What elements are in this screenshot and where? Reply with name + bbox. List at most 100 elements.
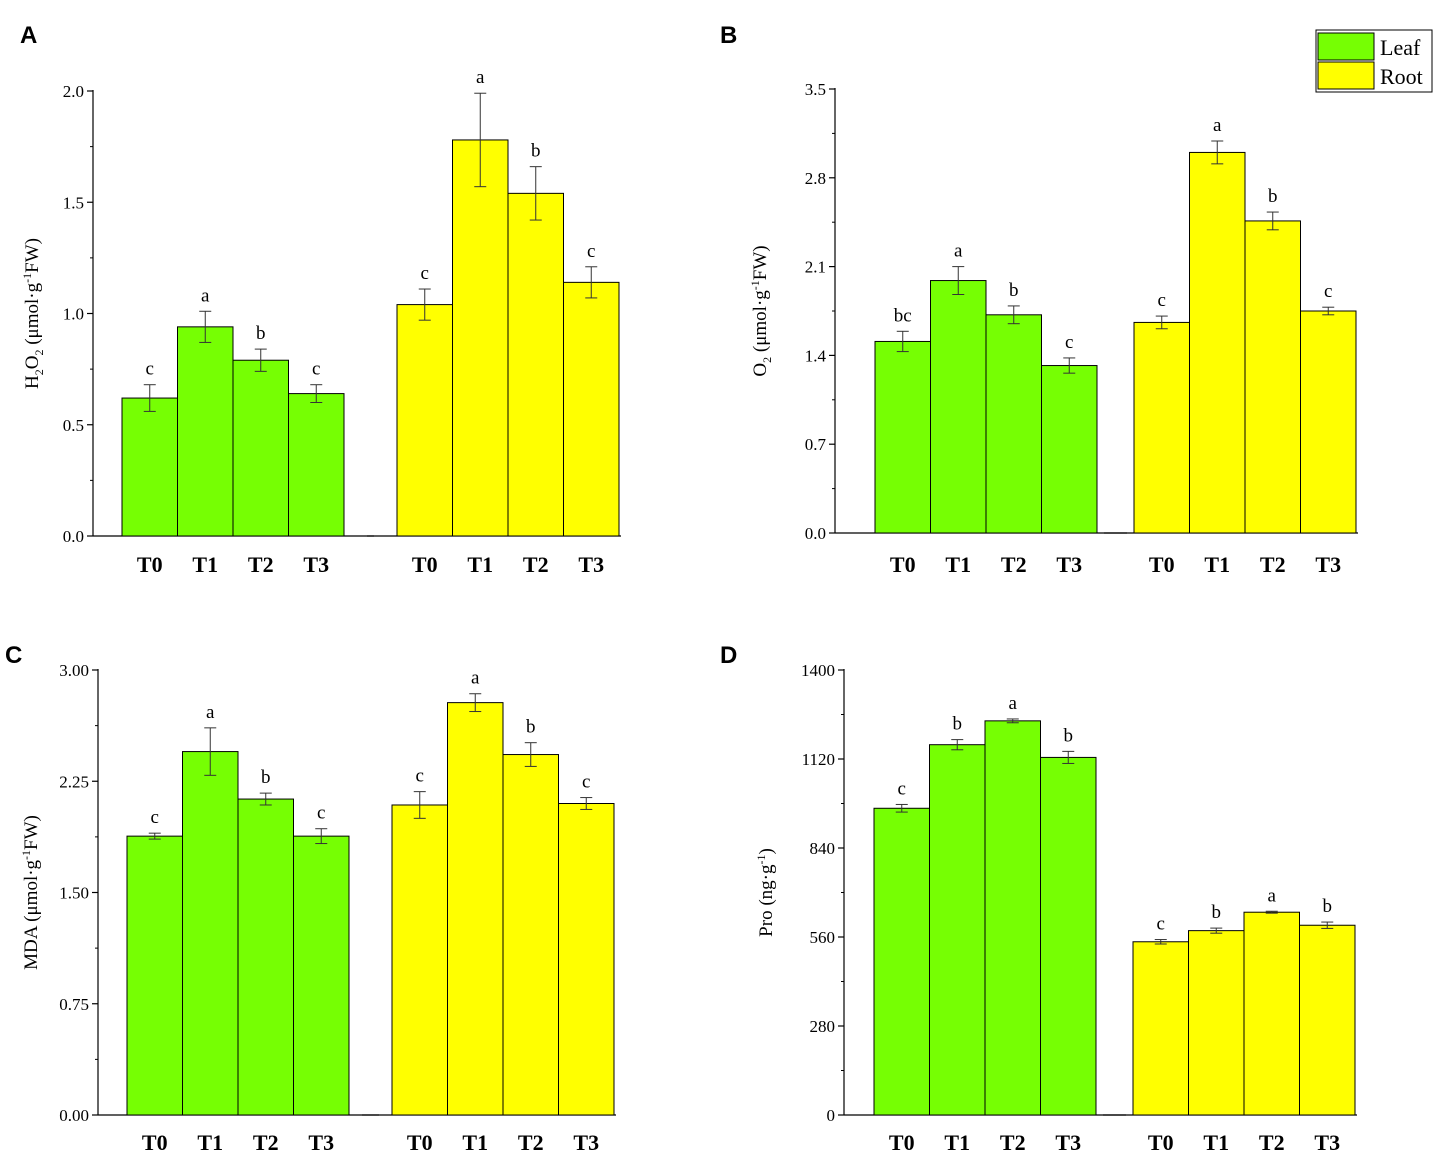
x-tick-label: T3	[573, 1130, 599, 1155]
bar	[1189, 151, 1246, 534]
bar	[984, 720, 1041, 1116]
y-axis-label-part: FW)	[750, 245, 771, 280]
bar	[1244, 220, 1301, 534]
bar	[288, 393, 345, 537]
significance-letter: b	[256, 323, 266, 344]
x-tick-label: T3	[578, 552, 604, 577]
y-tick-label: 1.0	[63, 305, 84, 324]
panel-label: A	[20, 22, 37, 49]
x-tick-label: T2	[248, 552, 274, 577]
bar	[232, 359, 289, 537]
legend-label-root: Root	[1380, 64, 1423, 89]
y-tick-label: 0.00	[59, 1106, 89, 1125]
x-tick-label: T2	[1260, 552, 1286, 577]
bar	[873, 807, 930, 1116]
bar	[452, 139, 509, 537]
x-tick-label: T3	[1056, 552, 1082, 577]
x-tick-label: T1	[1203, 1130, 1229, 1155]
significance-letter: a	[476, 67, 485, 88]
bar	[237, 798, 294, 1116]
x-tick-label: T1	[945, 552, 971, 577]
x-tick-label: T0	[1149, 552, 1175, 577]
y-axis-label-part: H	[22, 375, 43, 389]
x-tick-label: T0	[890, 552, 916, 577]
x-tick-label: T2	[1000, 1130, 1026, 1155]
significance-letter: c	[317, 803, 325, 824]
x-tick-label: T2	[1001, 552, 1027, 577]
y-tick-label: 1.5	[63, 193, 84, 212]
significance-letter: b	[1064, 725, 1074, 746]
significance-letter: b	[531, 141, 541, 162]
y-axis-label-part: (μmol·g	[22, 282, 43, 349]
x-tick-label: T1	[1204, 552, 1230, 577]
y-tick-label: 1120	[802, 750, 835, 769]
y-tick-label: 840	[810, 839, 836, 858]
legend-label-leaf: Leaf	[1380, 35, 1421, 60]
x-tick-label: T0	[412, 552, 438, 577]
bar	[182, 751, 239, 1116]
y-axis-label-script: -1	[19, 850, 33, 860]
y-axis-label-part: (μmol·g	[750, 290, 771, 357]
significance-letter: c	[312, 359, 320, 380]
bar	[874, 340, 931, 534]
x-tick-label: T0	[889, 1130, 915, 1155]
y-tick-label: 0.5	[63, 416, 84, 435]
bar	[1040, 756, 1097, 1116]
significance-letter: a	[954, 241, 963, 262]
y-tick-label: 560	[810, 928, 836, 947]
panel-label: B	[720, 22, 737, 49]
bar	[1300, 310, 1357, 534]
bar	[502, 754, 559, 1116]
y-tick-label: 0.75	[59, 995, 89, 1014]
x-tick-label: T1	[192, 552, 218, 577]
significance-letter: b	[953, 714, 963, 735]
y-axis-label: O2 (μmol·g-1FW)	[748, 245, 774, 376]
x-tick-label: T0	[142, 1130, 168, 1155]
bar	[293, 835, 350, 1116]
x-tick-label: T1	[197, 1130, 223, 1155]
x-tick-label: T3	[1314, 1130, 1340, 1155]
y-axis-label-part: O	[22, 356, 43, 370]
y-tick-label: 1.4	[805, 346, 827, 365]
significance-letter: c	[416, 766, 424, 787]
significance-letter: b	[526, 717, 536, 738]
significance-letter: a	[1213, 115, 1222, 136]
y-axis-label-script: -1	[754, 855, 768, 865]
significance-letter: c	[151, 807, 159, 828]
bar	[985, 314, 1042, 534]
x-tick-label: T1	[944, 1130, 970, 1155]
y-axis-label-part: MDA (μmol·g	[21, 859, 42, 969]
significance-letter: b	[261, 767, 271, 788]
bar	[126, 835, 183, 1116]
bar	[121, 397, 178, 537]
x-tick-label: T3	[1315, 552, 1341, 577]
bar	[1243, 911, 1300, 1116]
significance-letter: a	[1268, 885, 1277, 906]
x-tick-label: T2	[518, 1130, 544, 1155]
y-tick-label: 2.8	[805, 169, 826, 188]
x-tick-label: T2	[253, 1130, 279, 1155]
y-tick-label: 0.7	[805, 435, 827, 454]
bar	[507, 192, 564, 537]
y-axis-label-script: -1	[748, 280, 762, 290]
significance-letter: c	[1158, 290, 1166, 311]
significance-letter: a	[201, 285, 210, 306]
significance-letter: a	[206, 702, 215, 723]
panel-label: C	[5, 642, 22, 669]
x-tick-label: T0	[1148, 1130, 1174, 1155]
y-tick-label: 3.00	[59, 661, 89, 680]
y-axis-label-part: Pro (ng·g	[756, 864, 777, 937]
x-tick-label: T0	[407, 1130, 433, 1155]
significance-letter: a	[471, 668, 480, 689]
panel-label: D	[720, 642, 737, 669]
bar	[1188, 930, 1245, 1116]
y-tick-label: 3.5	[805, 80, 826, 99]
panel-b: B0.00.71.42.12.83.5O2 (μmol·g-1FW)bcT0aT…	[720, 22, 1358, 577]
significance-letter: b	[1009, 280, 1019, 301]
significance-letter: c	[421, 263, 429, 284]
significance-letter: c	[1065, 332, 1073, 353]
y-axis-label-part: FW)	[22, 238, 43, 273]
x-tick-label: T3	[308, 1130, 334, 1155]
